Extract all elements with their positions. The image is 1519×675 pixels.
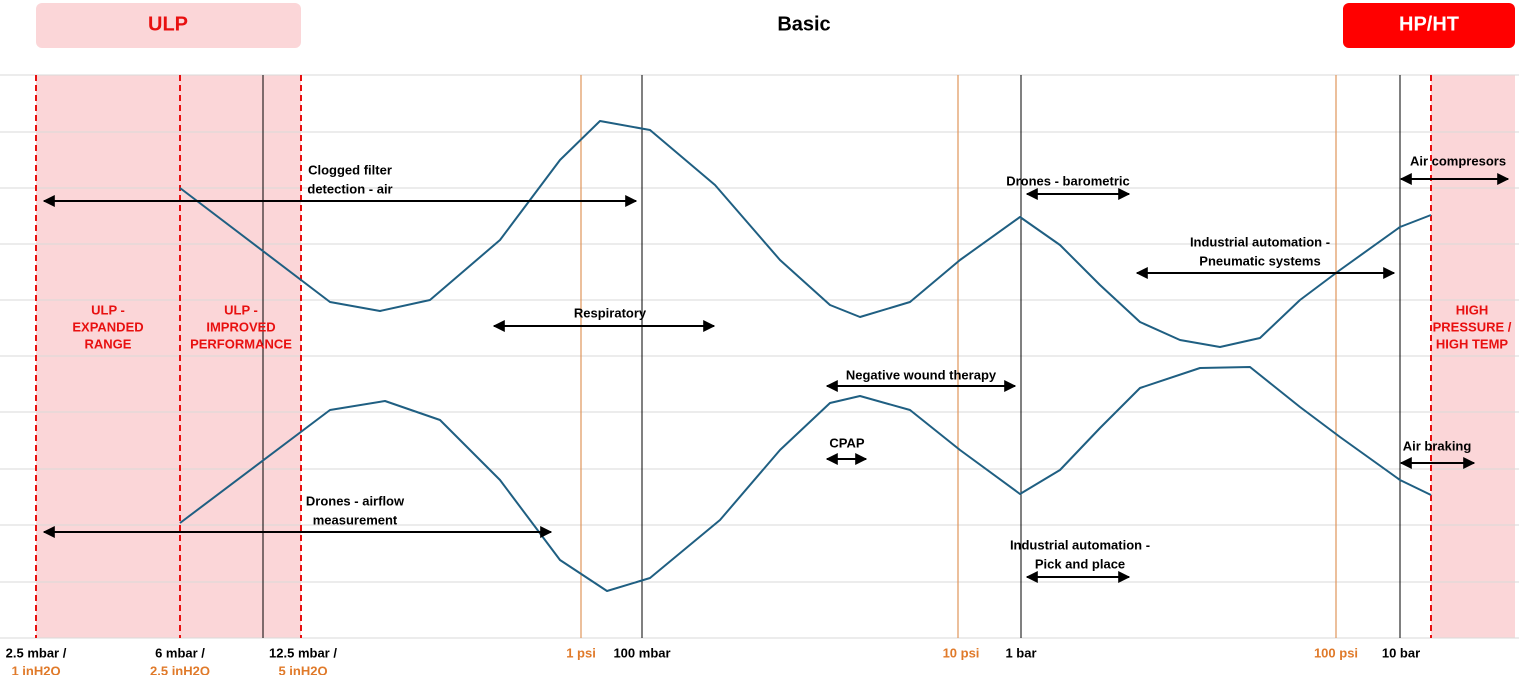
application-label: CPAP: [829, 435, 864, 450]
application-label: Drones - barometric: [1006, 173, 1130, 188]
axis-label: 10 bar: [1382, 645, 1420, 660]
region-label: ULP -: [91, 302, 125, 317]
basic-title: Basic: [777, 13, 830, 35]
ulp-banner: [36, 3, 301, 48]
axis-label: 100 mbar: [613, 645, 670, 660]
axis-label: 1 inH2O: [11, 663, 60, 675]
application-label: Pneumatic systems: [1199, 253, 1320, 268]
axis-label: 10 psi: [943, 645, 980, 660]
axis-label: 100 psi: [1314, 645, 1358, 660]
application-label: Drones - airflow: [306, 493, 405, 508]
application-label: Air braking: [1403, 438, 1472, 453]
axis-label: 6 mbar /: [155, 645, 205, 660]
application-label: detection - air: [307, 181, 392, 196]
application-label: Negative wound therapy: [846, 367, 997, 382]
region-label: HIGH: [1456, 302, 1489, 317]
lower-curve: [179, 366, 1432, 592]
application-label: Air compresors: [1410, 153, 1506, 168]
application-label: Respiratory: [574, 305, 647, 320]
region-label: IMPROVED: [206, 319, 275, 334]
axis-label: 1 psi: [566, 645, 596, 660]
region-label: EXPANDED: [72, 319, 143, 334]
range-lines: [35, 75, 1432, 638]
ulp-title: ULP: [148, 13, 188, 35]
axis-label: 2.5 inH2O: [150, 663, 210, 675]
application-label: Clogged filter: [308, 162, 392, 177]
upper-curve: [179, 120, 1432, 348]
application-label: Industrial automation -: [1010, 537, 1150, 552]
axis-label: 5 inH2O: [278, 663, 327, 675]
region-label: RANGE: [85, 336, 132, 351]
region-label: ULP -: [224, 302, 258, 317]
hpht-title: HP/HT: [1399, 13, 1459, 35]
axis-label: 1 bar: [1005, 645, 1036, 660]
application-label: Pick and place: [1035, 556, 1125, 571]
axis-label: 12.5 mbar /: [269, 645, 337, 660]
axis-label: 2.5 mbar /: [6, 645, 67, 660]
region-label: HIGH TEMP: [1436, 336, 1509, 351]
labels: ULP - EXPANDED RANGE ULP - IMPROVED PERFORMAN…: [6, 153, 1512, 675]
region-label: PERFORMANCE: [190, 336, 292, 351]
region-label: PRESSURE /: [1433, 319, 1512, 334]
application-label: measurement: [313, 512, 398, 527]
application-label: Industrial automation -: [1190, 234, 1330, 249]
hpht-banner: [1343, 3, 1515, 48]
